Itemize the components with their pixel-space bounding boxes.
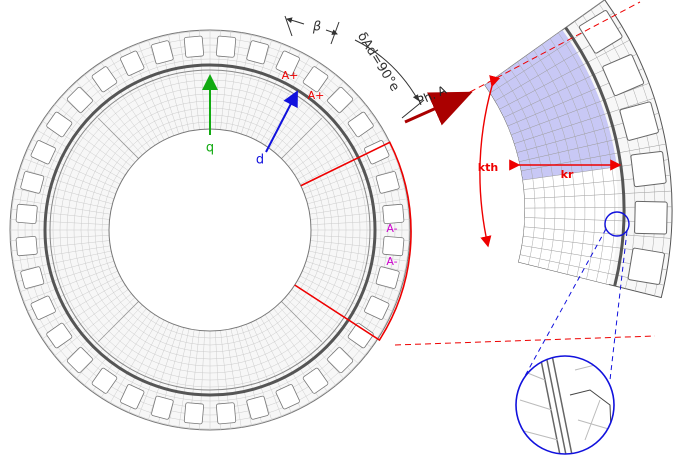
slot (20, 171, 45, 194)
d-label: d (256, 153, 264, 168)
slot (46, 322, 73, 349)
dim-arrow (286, 17, 305, 25)
kr-label: kr (561, 168, 574, 181)
pole-line (281, 117, 323, 159)
dim-line (401, 99, 425, 119)
slot (382, 203, 405, 225)
slot (20, 266, 45, 289)
pole-line (97, 117, 139, 159)
slot (30, 295, 56, 320)
air-gap (43, 63, 377, 397)
dim-arrow (325, 29, 338, 35)
zoom-ring (549, 38, 606, 282)
zoom-ring (541, 44, 596, 280)
slot (347, 322, 374, 349)
slot (151, 40, 174, 65)
slot (375, 171, 400, 194)
kth-label: kth (478, 161, 498, 174)
slot (120, 50, 145, 76)
slot (302, 367, 329, 394)
mesh-ring (38, 58, 382, 402)
mesh-ring (10, 30, 410, 430)
slot (183, 35, 205, 58)
zoom-slot (627, 247, 665, 285)
zoom-ring (533, 50, 586, 277)
mesh-ring (31, 51, 389, 409)
mesh-ring (24, 44, 396, 416)
slot (327, 347, 354, 374)
slot (246, 395, 269, 420)
selected-sector (294, 141, 412, 342)
slot (183, 402, 205, 425)
rotor-bore (108, 128, 312, 332)
detail-marker (604, 211, 630, 237)
zoom-slot (578, 10, 623, 54)
air-gap-inner (49, 69, 371, 391)
zoom-ring (558, 32, 616, 284)
delta-label: δAd=90°e (354, 30, 402, 95)
slot (347, 111, 374, 138)
slot (275, 50, 300, 76)
detail-guide (609, 230, 628, 381)
detail-guide (519, 228, 607, 386)
slot (15, 203, 38, 225)
zoom-slot (634, 200, 668, 235)
slot (215, 35, 237, 58)
mesh-radials (10, 30, 410, 430)
zoom-air-gap (564, 26, 626, 287)
slot (46, 111, 73, 138)
zoom-guide (394, 335, 656, 346)
slot (30, 140, 56, 165)
slot (364, 295, 390, 320)
phase-arrow (404, 91, 473, 126)
slot (151, 395, 174, 420)
zoom-slot (602, 54, 645, 97)
phase-minus: A- (386, 222, 397, 235)
slot (91, 66, 118, 93)
dim-arrow (354, 39, 419, 101)
zoom-slot (619, 101, 659, 141)
slot (66, 86, 93, 113)
q-label: q (206, 141, 214, 156)
pole-line (281, 301, 323, 343)
mesh-ring (52, 72, 368, 388)
slot (120, 384, 145, 410)
sector-zoom (484, 0, 673, 299)
pole-line (97, 301, 139, 343)
slot (375, 266, 400, 289)
slot (327, 86, 354, 113)
detail-view (516, 356, 614, 454)
slot (246, 40, 269, 65)
phase-plus: A+ (308, 89, 325, 102)
detail-circle (515, 355, 615, 455)
zoom-slot (630, 150, 667, 188)
phase-plus: A+ (282, 69, 299, 82)
phase-minus: A- (386, 255, 397, 268)
slot (302, 66, 329, 93)
slot (66, 347, 93, 374)
slot (275, 384, 300, 410)
d-axis (265, 90, 298, 153)
mesh-ring (17, 37, 403, 423)
kth-arrow (479, 75, 501, 248)
slot (382, 235, 405, 257)
ring-mesh (9, 29, 411, 431)
slot (91, 367, 118, 394)
slot (215, 402, 237, 425)
slot (15, 235, 38, 257)
beta-label: β (312, 20, 321, 35)
